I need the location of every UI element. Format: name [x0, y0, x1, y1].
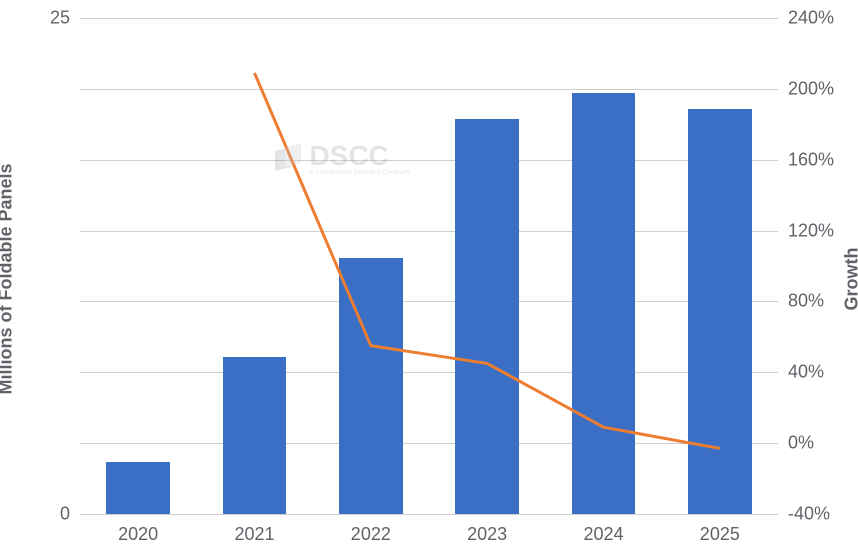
baseline	[80, 514, 778, 515]
y-right-tick: 40%	[778, 362, 824, 383]
y-left-tick: 25	[50, 8, 80, 29]
y-right-tick: 120%	[778, 220, 834, 241]
growth-line-path	[255, 73, 720, 449]
growth-line	[80, 18, 778, 514]
x-tick: 2024	[583, 514, 623, 545]
x-tick: 2022	[351, 514, 391, 545]
y-left-axis-title: Millions of Foldable Panels	[0, 163, 17, 394]
y-right-axis-title: Growth	[842, 248, 858, 311]
y-right-tick: 240%	[778, 8, 834, 29]
y-left-tick: 0	[60, 504, 80, 525]
plot-area: -40%0%40%80%120%160%200%240%025202020212…	[80, 18, 778, 514]
x-tick: 2021	[234, 514, 274, 545]
y-right-tick: -40%	[778, 504, 830, 525]
x-tick: 2025	[700, 514, 740, 545]
y-right-tick: 0%	[778, 433, 814, 454]
y-right-tick: 80%	[778, 291, 824, 312]
x-tick: 2023	[467, 514, 507, 545]
x-tick: 2020	[118, 514, 158, 545]
foldable-panels-chart: Millions of Foldable Panels Growth -40%0…	[0, 0, 858, 558]
y-right-tick: 200%	[778, 78, 834, 99]
y-right-tick: 160%	[778, 149, 834, 170]
